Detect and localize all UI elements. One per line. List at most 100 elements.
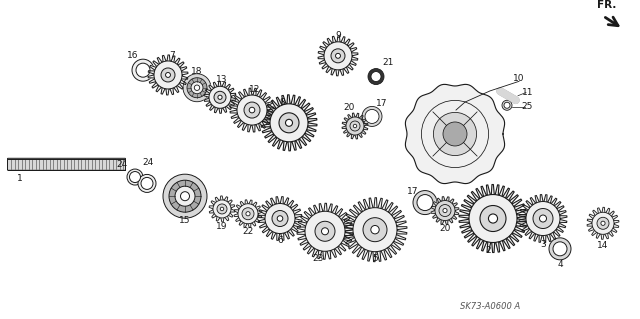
Circle shape [335,53,340,58]
Text: 19: 19 [216,222,228,231]
Polygon shape [258,197,302,241]
Circle shape [346,117,364,135]
Text: 25: 25 [522,102,532,111]
Circle shape [161,68,175,82]
Circle shape [488,214,497,223]
Text: 4: 4 [557,260,563,269]
Polygon shape [587,207,619,239]
Circle shape [353,208,397,252]
Polygon shape [234,200,262,228]
Circle shape [540,215,547,222]
Circle shape [353,124,356,128]
Circle shape [504,102,510,108]
Circle shape [417,195,433,211]
Circle shape [180,192,189,201]
Circle shape [371,71,381,82]
Circle shape [526,202,560,235]
Circle shape [324,42,352,70]
Circle shape [553,242,567,256]
Circle shape [305,211,345,251]
Polygon shape [297,203,353,259]
Text: 24: 24 [142,158,154,167]
Circle shape [365,109,379,123]
Polygon shape [459,184,527,253]
Circle shape [209,86,231,108]
Circle shape [597,217,609,229]
Text: 7: 7 [169,51,175,60]
Circle shape [136,63,150,77]
Circle shape [138,174,156,192]
Text: 1: 1 [17,174,23,183]
Text: 3: 3 [540,240,546,249]
Circle shape [277,216,283,221]
Text: SK73-A0600 A: SK73-A0600 A [460,302,520,311]
Polygon shape [230,88,274,132]
Circle shape [265,204,295,234]
Circle shape [285,119,292,126]
Circle shape [154,61,182,89]
Text: 17: 17 [407,187,419,196]
Polygon shape [148,55,188,95]
Circle shape [533,209,553,228]
Polygon shape [342,113,368,139]
Text: 24: 24 [116,160,127,169]
Circle shape [549,238,571,260]
Text: 16: 16 [127,51,139,60]
Circle shape [433,112,477,156]
Circle shape [218,95,222,100]
Text: 15: 15 [179,216,191,225]
Polygon shape [405,85,504,183]
Text: 23: 23 [312,254,324,263]
Circle shape [331,49,345,63]
Text: 11: 11 [522,88,534,97]
Text: 14: 14 [597,241,609,250]
Circle shape [187,78,207,98]
FancyBboxPatch shape [8,158,125,170]
Circle shape [413,190,437,215]
Polygon shape [431,197,459,225]
Circle shape [363,218,387,242]
Circle shape [244,102,260,118]
Circle shape [166,72,170,78]
Circle shape [238,204,258,224]
Text: 6: 6 [277,236,283,245]
Circle shape [132,59,154,81]
Text: 17: 17 [376,99,388,108]
Text: 5: 5 [372,254,378,263]
Circle shape [371,226,379,234]
Circle shape [321,228,328,235]
Circle shape [480,205,506,232]
Circle shape [163,174,207,218]
Circle shape [315,221,335,241]
Circle shape [350,121,360,131]
Text: 2: 2 [485,246,491,255]
Text: 12: 12 [250,85,260,94]
Text: 20: 20 [439,224,451,233]
Circle shape [435,201,455,220]
Circle shape [368,69,384,85]
Circle shape [362,107,382,126]
Circle shape [249,107,255,113]
Text: 18: 18 [191,67,203,76]
Text: 21: 21 [382,58,394,67]
Text: 20: 20 [343,103,355,112]
Circle shape [213,200,231,218]
Polygon shape [318,36,358,76]
Text: FR.: FR. [597,0,616,10]
Circle shape [129,172,141,182]
Circle shape [279,113,299,133]
Circle shape [246,211,250,216]
Circle shape [175,186,195,206]
Circle shape [270,104,308,142]
Circle shape [439,204,451,217]
Circle shape [469,195,517,242]
Circle shape [443,208,447,213]
Circle shape [272,211,288,226]
Circle shape [141,177,153,189]
Text: 10: 10 [513,74,525,83]
Circle shape [237,95,267,125]
Circle shape [183,74,211,102]
Circle shape [191,82,203,94]
Circle shape [601,221,605,226]
Circle shape [169,180,201,212]
